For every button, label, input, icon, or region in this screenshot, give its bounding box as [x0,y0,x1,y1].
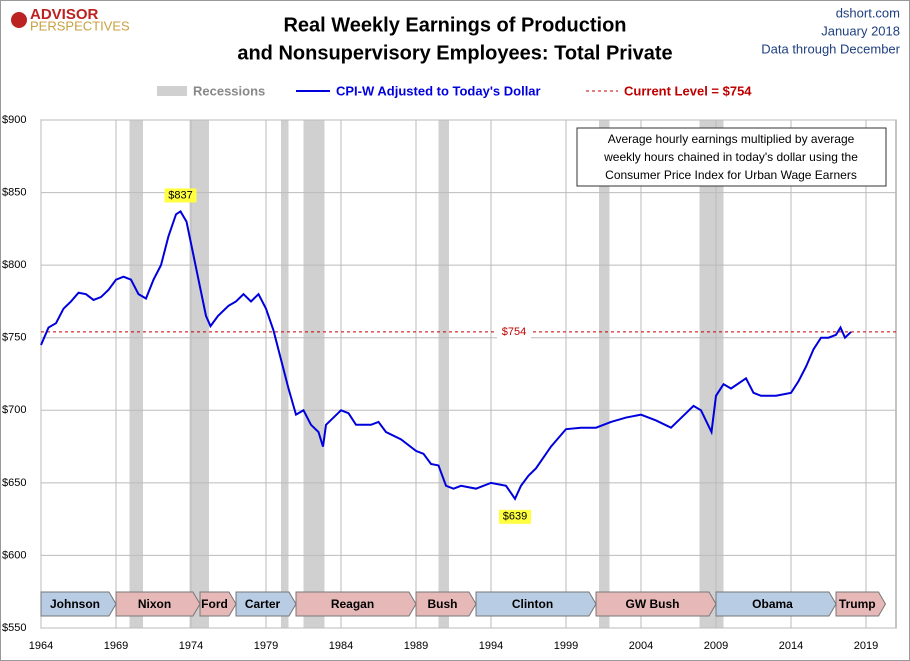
data-line [40,210,852,501]
annotation-bg [164,188,197,203]
y-tick-label: $550 [2,622,26,634]
president-term [199,591,237,617]
recession-band [189,120,209,628]
recession-band [699,120,724,628]
current-level-label-bg [497,324,531,339]
president-term [415,591,477,617]
president-term [835,591,887,617]
legend-label: Recessions [193,83,265,98]
source-site: dshort.com [836,5,900,20]
president-term [475,591,597,617]
note-text: Consumer Price Index for Urban Wage Earn… [605,168,857,182]
plot-area [40,119,897,629]
note-box [576,127,887,187]
president-name: Obama [752,597,793,611]
president-name: Johnson [50,597,100,611]
x-tick-label: 1989 [404,640,428,652]
president-name: Trump [839,597,876,611]
president-name: Reagan [331,597,374,611]
y-tick-label: $600 [2,549,26,561]
y-tick-label: $750 [2,332,26,344]
president-term [115,591,201,617]
x-tick-label: 1974 [179,640,203,652]
x-tick-label: 1969 [104,640,128,652]
legend-label: Current Level = $754 [624,83,752,98]
x-tick-label: 1984 [329,640,353,652]
brand-line1: ADVISOR [30,6,99,23]
president-name: Bush [428,597,458,611]
legend-recession-swatch [157,86,187,96]
note-text: Average hourly earnings multiplied by av… [608,132,855,146]
president-term [235,591,297,617]
legend-label: CPI-W Adjusted to Today's Dollar [336,83,541,98]
x-tick-label: 1979 [254,640,278,652]
current-level-label: $754 [502,326,526,338]
y-tick-label: $900 [2,114,26,126]
chart-title: and Nonsupervisory Employees: Total Priv… [237,42,672,64]
y-tick-label: $650 [2,477,26,489]
chart-title: Real Weekly Earnings of Production [283,14,626,36]
x-tick-label: 2004 [629,640,653,652]
president-term [295,591,417,617]
annotation: $639 [503,511,527,523]
note-text: weekly hours chained in today's dollar u… [603,150,858,164]
x-tick-label: 2009 [704,640,728,652]
president-term [40,591,117,617]
x-tick-label: 2014 [779,640,803,652]
president-name: Ford [201,597,228,611]
president-name: GW Bush [626,597,680,611]
president-term [595,591,717,617]
x-tick-label: 1994 [479,640,503,652]
x-tick-label: 2019 [854,640,878,652]
annotation-bg [499,509,531,524]
brand-logo [11,12,27,28]
president-name: Clinton [512,597,553,611]
x-tick-label: 1999 [554,640,578,652]
x-tick-label: 1964 [29,640,53,652]
president-name: Nixon [138,597,171,611]
annotation: $837 [168,189,192,201]
president-term [715,591,837,617]
recession-band [438,120,449,628]
source-date: January 2018 [821,23,900,38]
source-note: Data through December [761,41,900,56]
recession-band [129,120,143,628]
president-name: Carter [245,597,281,611]
recession-band [303,120,325,628]
brand-line2: PERSPECTIVES [30,18,130,33]
y-tick-label: $700 [2,404,26,416]
y-tick-label: $800 [2,259,26,271]
y-tick-label: $850 [2,186,26,198]
recession-band [599,120,610,628]
